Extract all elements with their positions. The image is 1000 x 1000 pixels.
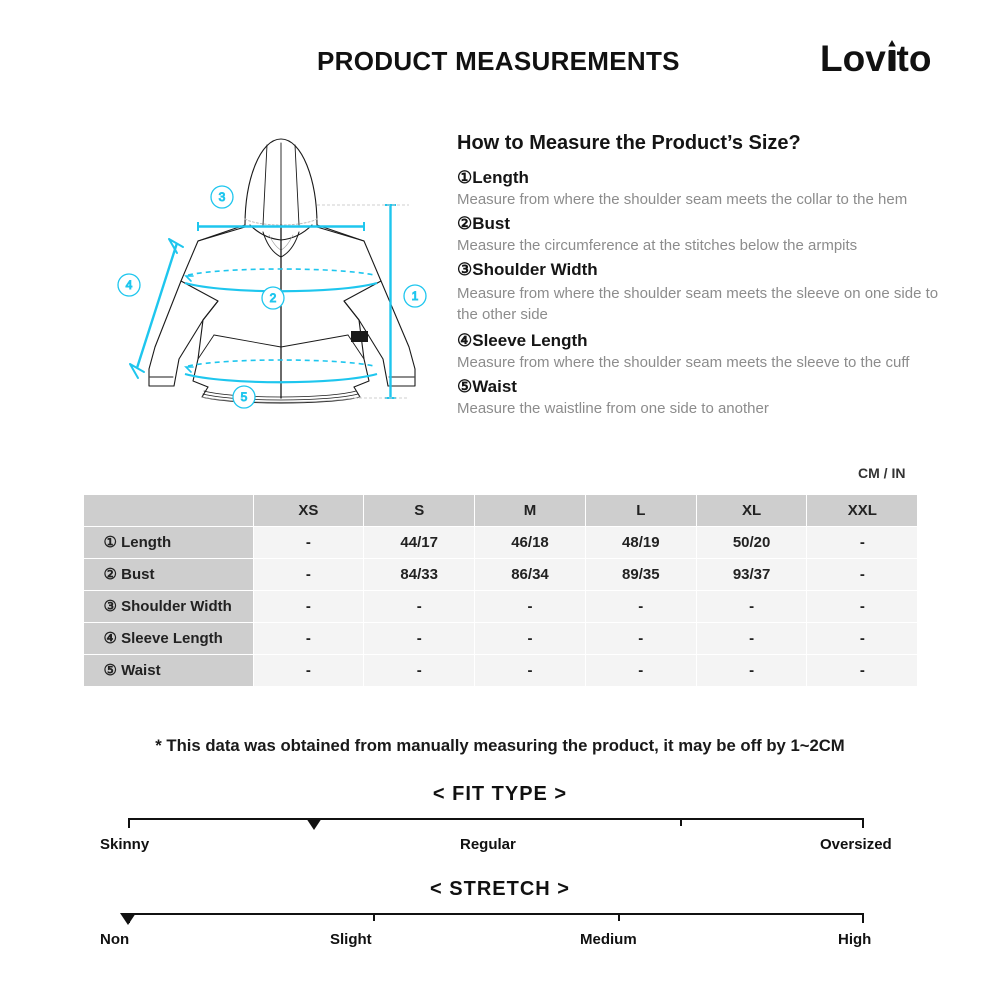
svg-text:3: 3 [219, 190, 226, 204]
svg-text:4: 4 [126, 278, 133, 292]
svg-text:2: 2 [270, 291, 277, 305]
svg-text:to: to [897, 38, 932, 79]
svg-text:1: 1 [412, 289, 419, 303]
svg-text:5: 5 [241, 390, 248, 404]
svg-text:Lov: Lov [820, 38, 886, 79]
svg-text:Lovito: Lovito [353, 336, 367, 342]
